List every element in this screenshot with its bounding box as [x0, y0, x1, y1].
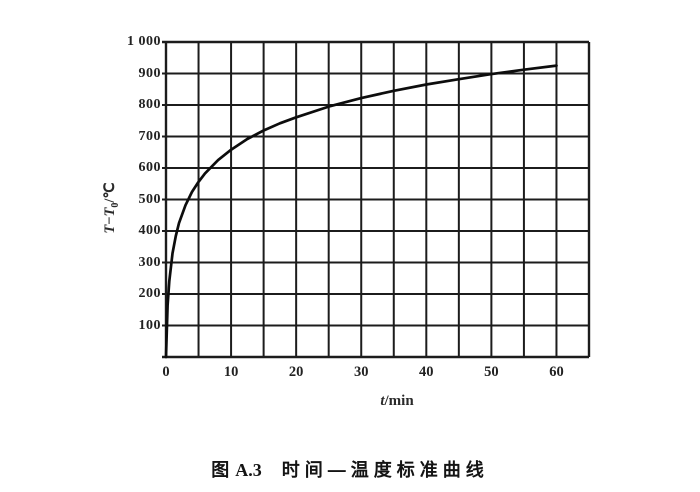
- y-tick-label: 100: [138, 317, 161, 333]
- temperature-curve: [164, 64, 558, 359]
- x-tick-label: 30: [353, 364, 369, 380]
- y-tick-label: 500: [138, 191, 161, 207]
- figure-caption-title: 时间—温度标准曲线: [281, 460, 489, 480]
- y-axis-slash: /: [102, 198, 118, 203]
- figure-caption: 图 A.3 时间—温度标准曲线: [0, 456, 700, 482]
- x-tick-label: 60: [549, 364, 564, 380]
- y-axis-var1: T: [102, 224, 118, 234]
- x-tick-label: 0: [162, 364, 170, 380]
- x-tick-label: 20: [288, 364, 304, 380]
- figure-caption-number: A.3: [235, 460, 262, 480]
- x-tick-label: 10: [223, 364, 239, 380]
- y-tick-label: 600: [138, 160, 161, 175]
- y-axis-subscript: 0: [109, 202, 121, 208]
- y-tick-label: 700: [138, 128, 161, 144]
- x-axis-title: t/min: [347, 393, 447, 410]
- y-tick-label: 300: [138, 254, 161, 270]
- y-tick-label: 200: [138, 286, 161, 301]
- y-axis-title: T−T0/℃: [102, 145, 121, 271]
- x-axis-slash: /: [384, 393, 389, 409]
- x-tick-label: 50: [484, 364, 499, 380]
- x-axis-unit: min: [388, 393, 414, 409]
- y-tick-label: 1 000: [127, 34, 161, 49]
- y-axis-var2: T: [102, 207, 118, 217]
- x-axis-var: t: [380, 393, 385, 409]
- x-tick-label: 40: [419, 364, 434, 380]
- y-tick-label: 400: [138, 223, 161, 238]
- y-tick-label: 800: [138, 97, 161, 112]
- y-axis-unit: ℃: [102, 182, 118, 199]
- figure-caption-fig: 图: [211, 460, 230, 480]
- y-axis-minus: −: [102, 216, 118, 225]
- y-tick-label: 900: [138, 65, 161, 81]
